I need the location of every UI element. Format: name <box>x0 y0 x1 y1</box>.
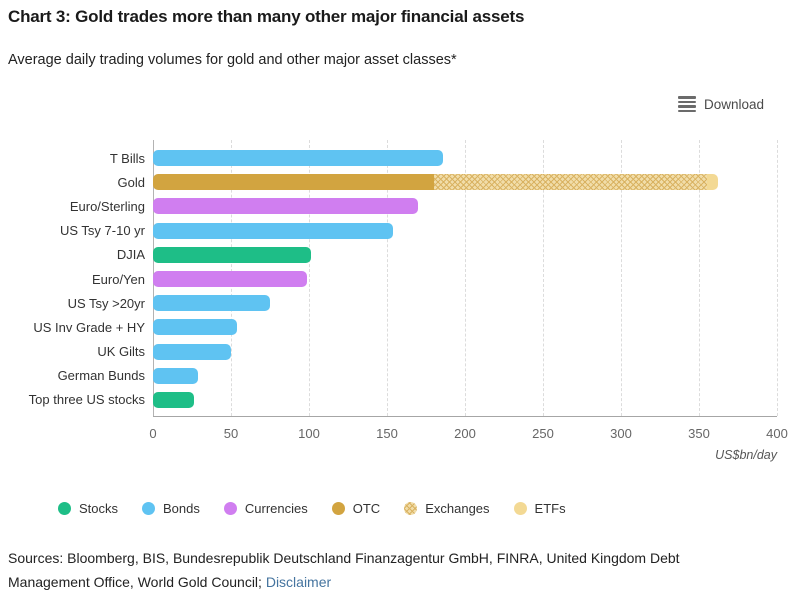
bar-segment-currencies[interactable] <box>153 198 419 215</box>
category-label: Top three US stocks <box>28 392 145 408</box>
x-tick-label: 50 <box>223 426 239 441</box>
chart-row: Euro/Sterling <box>8 194 777 218</box>
legend-label: Bonds <box>163 501 200 516</box>
bar-chart: T Bills Gold Euro/Sterling US Tsy 7-10 yr DJ… <box>8 140 778 417</box>
x-tick-label: 250 <box>532 426 554 441</box>
chart-row: Top three US stocks <box>8 388 777 412</box>
legend-item-otc[interactable]: OTC <box>331 501 381 516</box>
chart-row: US Tsy >20yr <box>8 291 777 315</box>
bar-segment-bonds[interactable] <box>153 367 199 384</box>
bar-track <box>153 295 777 312</box>
gridline <box>699 140 700 416</box>
bar-segment-stocks[interactable] <box>153 246 311 263</box>
category-label: Euro/Sterling <box>69 198 145 214</box>
chart-row: Gold <box>8 170 777 194</box>
chart-row: German Bunds <box>8 364 777 388</box>
x-tick-label: 350 <box>688 426 710 441</box>
x-tick-label: 400 <box>766 426 788 441</box>
download-menu-icon <box>677 96 696 112</box>
chart-row: Euro/Yen <box>8 267 777 291</box>
gridline <box>621 140 622 416</box>
bar-segment-etfs[interactable] <box>706 174 718 191</box>
category-label: Euro/Yen <box>91 271 145 287</box>
legend-label: Stocks <box>79 501 119 516</box>
bar-track <box>153 222 777 239</box>
bar-track <box>153 150 777 167</box>
chart-row: UK Gilts <box>8 340 777 364</box>
gridline <box>777 140 778 416</box>
legend-swatch-stocks-icon <box>58 502 71 515</box>
legend-swatch-otc-icon <box>331 502 345 515</box>
bar-track <box>153 391 777 408</box>
category-label: T Bills <box>109 150 145 166</box>
sources-text: Sources: Bloomberg, BIS, Bundesrepublik … <box>8 546 732 594</box>
bar-segment-otc[interactable] <box>153 174 434 191</box>
category-label: UK Gilts <box>97 344 145 360</box>
legend-label: OTC <box>352 501 381 516</box>
legend-swatch-currencies-icon <box>223 502 237 515</box>
category-label: US Inv Grade + HY <box>33 319 145 335</box>
category-label: German Bunds <box>57 368 145 384</box>
x-axis: 0 50 100 150 200 250 300 350 400 <box>149 426 787 444</box>
legend-swatch-etfs-icon <box>513 502 527 515</box>
bar-segment-currencies[interactable] <box>153 271 308 288</box>
gridline <box>465 140 466 416</box>
bar-segment-bonds[interactable] <box>153 150 444 167</box>
x-tick-label: 100 <box>298 426 320 441</box>
bar-segment-bonds[interactable] <box>153 343 231 360</box>
download-label: Download <box>703 96 764 112</box>
bar-track <box>153 198 777 215</box>
chart-row: US Inv Grade + HY <box>8 315 777 339</box>
bar-track <box>153 367 777 384</box>
bar-segment-bonds[interactable] <box>153 295 270 312</box>
x-tick-label: 300 <box>610 426 632 441</box>
download-button[interactable]: Download <box>674 94 768 114</box>
x-axis-unit-label: US$bn/day <box>715 448 777 462</box>
category-label: DJIA <box>116 247 145 263</box>
legend-item-stocks[interactable]: Stocks <box>58 501 118 516</box>
sources-prefix: Sources: Bloomberg, BIS, Bundesrepublik … <box>8 550 680 590</box>
disclaimer-link[interactable]: Disclaimer <box>265 574 332 590</box>
legend-item-bonds[interactable]: Bonds <box>142 501 200 516</box>
bar-track <box>153 343 777 360</box>
legend-item-exchanges[interactable]: Exchanges <box>404 501 490 516</box>
bar-track <box>153 271 777 288</box>
legend-label: Currencies <box>244 501 308 516</box>
chart-legend: Stocks Bonds Currencies OTC Exchanges ETFs <box>58 501 566 516</box>
chart-subtitle: Average daily trading volumes for gold a… <box>8 52 457 68</box>
legend-item-currencies[interactable]: Currencies <box>223 501 308 516</box>
chart-row: T Bills <box>8 146 777 170</box>
x-tick-label: 200 <box>454 426 476 441</box>
bar-track <box>153 174 777 191</box>
gridline <box>543 140 544 416</box>
legend-label: ETFs <box>534 501 566 516</box>
legend-swatch-exchanges-icon <box>404 502 418 515</box>
gridline <box>387 140 388 416</box>
bar-track <box>153 246 777 263</box>
bar-segment-bonds[interactable] <box>153 222 394 239</box>
category-label: Gold <box>117 174 145 190</box>
gridline <box>309 140 310 416</box>
chart-row: DJIA <box>8 243 777 267</box>
x-tick-label: 150 <box>376 426 398 441</box>
chart-row: US Tsy 7-10 yr <box>8 219 777 243</box>
bar-segment-bonds[interactable] <box>153 319 238 336</box>
bar-track <box>153 319 777 336</box>
bar-segment-exchanges[interactable] <box>433 174 707 191</box>
legend-swatch-bonds-icon <box>142 502 156 515</box>
category-label: US Tsy 7-10 yr <box>59 223 145 239</box>
category-label: US Tsy >20yr <box>67 295 145 311</box>
legend-item-etfs[interactable]: ETFs <box>513 501 566 516</box>
x-tick-label: 0 <box>149 426 157 441</box>
legend-label: Exchanges <box>425 501 490 516</box>
page-title: Chart 3: Gold trades more than many othe… <box>8 7 525 26</box>
bar-segment-stocks[interactable] <box>153 391 194 408</box>
